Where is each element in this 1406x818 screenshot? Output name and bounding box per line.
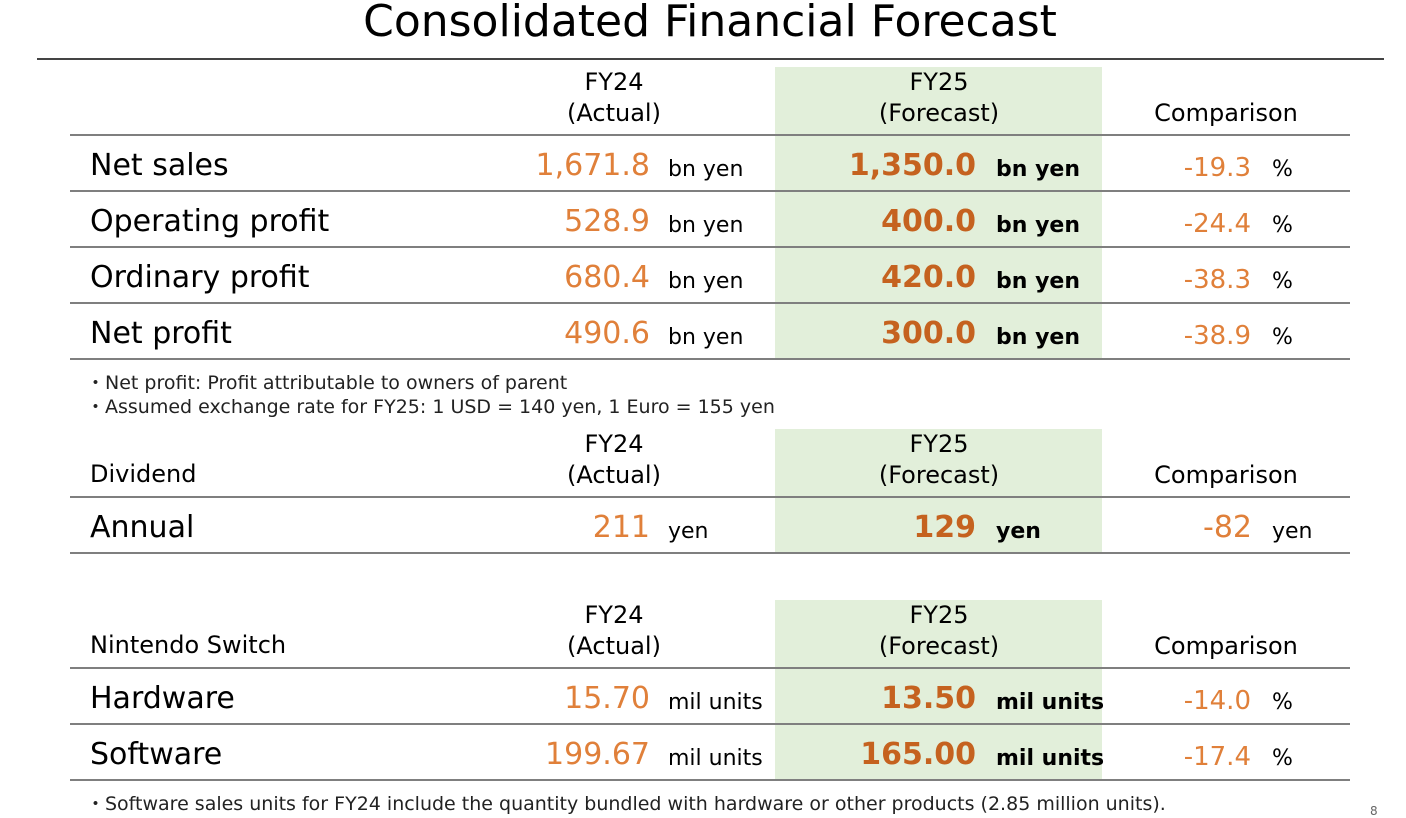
section-label-switch: Nintendo Switch — [90, 631, 287, 659]
fy24-unit: bn yen — [668, 269, 744, 294]
row-rule — [70, 723, 1350, 725]
header-fy25-type: (Forecast) — [878, 461, 1000, 489]
section-label-dividend: Dividend — [90, 460, 197, 488]
header-fy24-type: (Actual) — [567, 461, 661, 489]
cmp-net-profit: -38.9 — [1183, 321, 1251, 351]
fy24-ordinary-profit: 680.4 — [564, 260, 650, 295]
cmp-unit: yen — [1272, 519, 1313, 544]
page-number: 8 — [1370, 804, 1378, 818]
header-fy24-year: FY24 — [584, 601, 644, 629]
header-rule — [70, 667, 1350, 669]
header-rule — [70, 134, 1350, 136]
fy24-unit: bn yen — [668, 325, 744, 350]
fy25-highlight-dividend — [775, 429, 1102, 553]
note-exchange-rate: ・Assumed exchange rate for FY25: 1 USD =… — [86, 396, 775, 418]
fy25-ordinary-profit: 420.0 — [881, 260, 976, 295]
header-fy25: FY25 (Forecast) — [839, 429, 1039, 491]
header-comparison: Comparison — [1154, 632, 1298, 660]
row-rule — [70, 552, 1350, 554]
note-net-profit: ・Net profit: Profit attributable to owne… — [86, 372, 568, 394]
header-fy25-type: (Forecast) — [878, 99, 1000, 127]
header-fy25-year: FY25 — [909, 68, 969, 96]
row-rule — [70, 779, 1350, 781]
fy25-software: 165.00 — [860, 737, 976, 772]
cmp-ordinary-profit: -38.3 — [1183, 265, 1251, 295]
cmp-software: -17.4 — [1183, 742, 1251, 772]
cmp-unit: % — [1272, 269, 1293, 294]
header-fy24-type: (Actual) — [567, 99, 661, 127]
header-fy25-year: FY25 — [909, 430, 969, 458]
row-label-software: Software — [90, 737, 223, 772]
cmp-hardware: -14.0 — [1183, 686, 1251, 716]
header-fy25-type: (Forecast) — [878, 632, 1000, 660]
header-fy24-year: FY24 — [584, 430, 644, 458]
note-software-bundled: ・Software sales units for FY24 include t… — [86, 793, 1166, 815]
row-label-operating-profit: Operating profit — [90, 204, 330, 239]
row-label-annual: Annual — [90, 510, 195, 545]
fy24-unit: yen — [668, 519, 709, 544]
cmp-annual-dividend: -82 — [1203, 510, 1252, 545]
header-fy25: FY25 (Forecast) — [839, 600, 1039, 662]
fy24-net-sales: 1,671.8 — [535, 148, 650, 183]
header-fy25: FY25 (Forecast) — [839, 67, 1039, 129]
fy25-net-profit: 300.0 — [881, 316, 976, 351]
fy25-highlight-financials — [775, 67, 1102, 358]
header-comparison: Comparison — [1154, 461, 1298, 489]
cmp-unit: % — [1272, 325, 1293, 350]
fy24-unit: mil units — [668, 690, 763, 715]
row-rule — [70, 302, 1350, 304]
header-fy24: FY24 (Actual) — [514, 600, 714, 662]
row-label-net-profit: Net profit — [90, 316, 232, 351]
fy25-unit: bn yen — [996, 325, 1080, 350]
title-divider — [37, 58, 1384, 60]
fy24-hardware: 15.70 — [564, 681, 650, 716]
fy24-unit: bn yen — [668, 157, 744, 182]
row-rule — [70, 190, 1350, 192]
fy24-unit: bn yen — [668, 213, 744, 238]
fy25-net-sales: 1,350.0 — [848, 148, 976, 183]
header-rule — [70, 496, 1350, 498]
fy25-highlight-switch — [775, 600, 1102, 781]
fy25-unit: mil units — [996, 690, 1105, 715]
fy25-operating-profit: 400.0 — [881, 204, 976, 239]
fy24-operating-profit: 528.9 — [564, 204, 650, 239]
page-title: Consolidated Financial Forecast — [363, 0, 1057, 47]
row-rule — [70, 246, 1350, 248]
cmp-unit: % — [1272, 213, 1293, 238]
header-fy24-type: (Actual) — [567, 632, 661, 660]
row-label-ordinary-profit: Ordinary profit — [90, 260, 310, 295]
fy25-unit: bn yen — [996, 213, 1080, 238]
cmp-unit: % — [1272, 690, 1293, 715]
fy25-unit: bn yen — [996, 157, 1080, 182]
row-rule — [70, 358, 1350, 360]
fy25-hardware: 13.50 — [881, 681, 976, 716]
header-fy24-year: FY24 — [584, 68, 644, 96]
fy24-software: 199.67 — [545, 737, 650, 772]
fy24-net-profit: 490.6 — [564, 316, 650, 351]
cmp-operating-profit: -24.4 — [1183, 209, 1251, 239]
row-label-hardware: Hardware — [90, 681, 235, 716]
header-fy25-year: FY25 — [909, 601, 969, 629]
fy25-unit: bn yen — [996, 269, 1080, 294]
fy24-annual-dividend: 211 — [592, 510, 650, 545]
header-fy24: FY24 (Actual) — [514, 429, 714, 491]
fy25-unit: yen — [996, 519, 1041, 544]
header-comparison: Comparison — [1154, 99, 1298, 127]
row-label-net-sales: Net sales — [90, 148, 229, 183]
cmp-net-sales: -19.3 — [1183, 153, 1251, 183]
fy24-unit: mil units — [668, 746, 763, 771]
cmp-unit: % — [1272, 157, 1293, 182]
header-fy24: FY24 (Actual) — [514, 67, 714, 129]
cmp-unit: % — [1272, 746, 1293, 771]
fy25-annual-dividend: 129 — [913, 510, 976, 545]
fy25-unit: mil units — [996, 746, 1105, 771]
